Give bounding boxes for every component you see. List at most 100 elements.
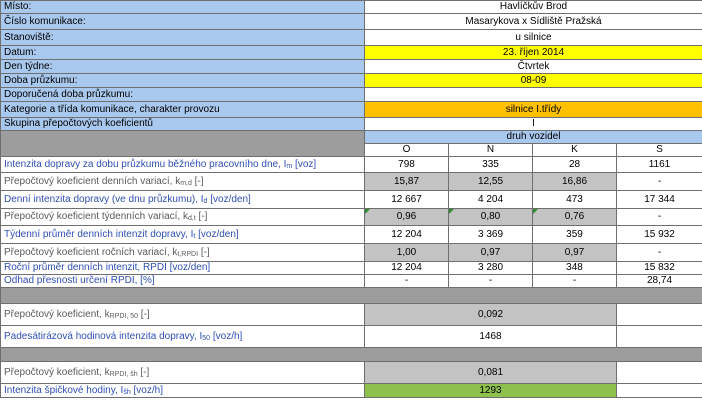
koef-tydenni-k[interactable]: 0,76 <box>532 208 617 226</box>
koef-denni-o[interactable]: 15,87 <box>364 172 449 191</box>
row-skupina: Skupina přepočtových koeficientů I <box>0 117 702 131</box>
row-datum: Datum: 23. říjen 2014 <box>0 45 702 60</box>
intenzita-pruzkum-o[interactable]: 798 <box>364 156 449 173</box>
koef-denni-s[interactable]: - <box>616 172 702 191</box>
doba-value[interactable]: 08-09 <box>364 73 702 88</box>
kategorie-value[interactable]: silnice I.třídy <box>364 101 702 118</box>
koef-rocni-n[interactable]: 0,97 <box>448 243 533 262</box>
row-koef-tydenni: Přepočtový koeficient týdenních variací,… <box>0 208 702 226</box>
doba-label[interactable]: Doba průzkumu: <box>0 73 365 88</box>
tydenni-prumer-s[interactable]: 15 932 <box>616 225 702 244</box>
spreadsheet: Místo: Havlíčkův Brod Číslo komunikace: … <box>0 0 702 398</box>
denni-intenzita-o[interactable]: 12 667 <box>364 190 449 209</box>
koef-sh-value[interactable]: 0,081 <box>364 361 617 384</box>
separator-row-1 <box>0 287 702 304</box>
intenzita-sh-value[interactable]: 1293 <box>364 383 617 398</box>
row-koef-denni: Přepočtový koeficient denních variací, k… <box>0 172 702 191</box>
intenzita-pruzkum-label[interactable]: Intenzita dopravy za dobu průzkumu běžné… <box>0 156 365 173</box>
koef-denni-n[interactable]: 12,55 <box>448 172 533 191</box>
separator-band-2 <box>0 347 702 362</box>
koef-sh-blank[interactable] <box>616 361 702 384</box>
vehicle-type-title[interactable]: druh vozidel <box>364 130 702 144</box>
row-kategorie: Kategorie a třída komunikace, charakter … <box>0 101 702 118</box>
skupina-value[interactable]: I <box>364 117 702 131</box>
koef-denni-k[interactable]: 16,86 <box>532 172 617 191</box>
koef-rocni-label[interactable]: Přepočtový koeficient ročních variací, k… <box>0 243 365 262</box>
traffic-intensity-table: Místo: Havlíčkův Brod Číslo komunikace: … <box>0 0 702 398</box>
intenzita-sh-blank[interactable] <box>616 383 702 398</box>
row-intenzita-sh: Intenzita špičkové hodiny, Išh [voz/h] 1… <box>0 383 702 398</box>
row-den: Den týdne: Čtvrtek <box>0 59 702 74</box>
rpdi-label[interactable]: Roční průměr denních intenzit, RPDI [voz… <box>0 261 365 275</box>
stanoviste-label[interactable]: Stanoviště: <box>0 29 365 46</box>
koef-rocni-k[interactable]: 0,97 <box>532 243 617 262</box>
col-header-n[interactable]: N <box>448 143 533 157</box>
row-misto: Místo: Havlíčkův Brod <box>0 0 702 14</box>
row-denni-intenzita: Denní intenzita dopravy (ve dnu průzkumu… <box>0 190 702 209</box>
cislo-label[interactable]: Číslo komunikace: <box>0 13 365 30</box>
misto-value[interactable]: Havlíčkův Brod <box>364 0 702 14</box>
datum-label[interactable]: Datum: <box>0 45 365 60</box>
rpdi-o[interactable]: 12 204 <box>364 261 449 275</box>
koef-rocni-o[interactable]: 1,00 <box>364 243 449 262</box>
tydenni-prumer-n[interactable]: 3 369 <box>448 225 533 244</box>
row-cislo: Číslo komunikace: Masarykova x Sídliště … <box>0 13 702 30</box>
skupina-label[interactable]: Skupina přepočtových koeficientů <box>0 117 365 131</box>
denni-intenzita-k[interactable]: 473 <box>532 190 617 209</box>
doporucena-label[interactable]: Doporučená doba průzkumu: <box>0 87 365 102</box>
col-header-s[interactable]: S <box>616 143 702 157</box>
rpdi-k[interactable]: 348 <box>532 261 617 275</box>
koef-denni-label[interactable]: Přepočtový koeficient denních variací, k… <box>0 172 365 191</box>
row-vehicle-title: druh vozidel <box>0 130 702 157</box>
intenzita-50-blank[interactable] <box>616 325 702 348</box>
odhad-presnosti-s[interactable]: 28,74 <box>616 274 702 288</box>
den-label[interactable]: Den týdne: <box>0 59 365 74</box>
col-header-k[interactable]: K <box>532 143 617 157</box>
col-header-o[interactable]: O <box>364 143 449 157</box>
cislo-value[interactable]: Masarykova x Sídliště Pražská <box>364 13 702 30</box>
koef-tydenni-n[interactable]: 0,80 <box>448 208 533 226</box>
koef-50-value[interactable]: 0,092 <box>364 303 617 326</box>
den-value[interactable]: Čtvrtek <box>364 59 702 74</box>
koef-tydenni-label[interactable]: Přepočtový koeficient týdenních variací,… <box>0 208 365 226</box>
doporucena-value[interactable] <box>364 87 702 102</box>
intenzita-pruzkum-n[interactable]: 335 <box>448 156 533 173</box>
odhad-presnosti-k[interactable]: - <box>532 274 617 288</box>
tydenni-prumer-o[interactable]: 12 204 <box>364 225 449 244</box>
separator-band-1 <box>0 287 702 304</box>
misto-label[interactable]: Místo: <box>0 0 365 14</box>
odhad-presnosti-label[interactable]: Odhad přesnosti určení RPDI, [%] <box>0 274 365 288</box>
rpdi-s[interactable]: 15 832 <box>616 261 702 275</box>
koef-rocni-s[interactable]: - <box>616 243 702 262</box>
separator-row-2 <box>0 347 702 362</box>
koef-tydenni-s[interactable]: - <box>616 208 702 226</box>
vehicle-header-blank[interactable] <box>0 130 365 157</box>
datum-value[interactable]: 23. říjen 2014 <box>364 45 702 60</box>
row-intenzita-50: Padesátirázová hodinová intenzita doprav… <box>0 325 702 348</box>
intenzita-pruzkum-s[interactable]: 1161 <box>616 156 702 173</box>
row-intenzita-pruzkum: Intenzita dopravy za dobu průzkumu běžné… <box>0 156 702 173</box>
koef-50-label[interactable]: Přepočtový koeficient, kRPDI, 50 [-] <box>0 303 365 326</box>
denni-intenzita-n[interactable]: 4 204 <box>448 190 533 209</box>
stanoviste-value[interactable]: u silnice <box>364 29 702 46</box>
intenzita-50-value[interactable]: 1468 <box>364 325 617 348</box>
row-tydenni-prumer: Týdenní průměr denních intenzit dopravy,… <box>0 225 702 244</box>
odhad-presnosti-o[interactable]: - <box>364 274 449 288</box>
row-koef-rocni: Přepočtový koeficient ročních variací, k… <box>0 243 702 262</box>
denni-intenzita-s[interactable]: 17 344 <box>616 190 702 209</box>
tydenni-prumer-k[interactable]: 359 <box>532 225 617 244</box>
kategorie-label[interactable]: Kategorie a třída komunikace, charakter … <box>0 101 365 118</box>
odhad-presnosti-n[interactable]: - <box>448 274 533 288</box>
denni-intenzita-label[interactable]: Denní intenzita dopravy (ve dnu průzkumu… <box>0 190 365 209</box>
koef-sh-label[interactable]: Přepočtový koeficient, kRPDI, šh [-] <box>0 361 365 384</box>
intenzita-sh-label[interactable]: Intenzita špičkové hodiny, Išh [voz/h] <box>0 383 365 398</box>
koef-50-blank[interactable] <box>616 303 702 326</box>
intenzita-50-label[interactable]: Padesátirázová hodinová intenzita doprav… <box>0 325 365 348</box>
row-stanoviste: Stanoviště: u silnice <box>0 29 702 46</box>
intenzita-pruzkum-k[interactable]: 28 <box>532 156 617 173</box>
row-rpdi: Roční průměr denních intenzit, RPDI [voz… <box>0 261 702 275</box>
rpdi-n[interactable]: 3 280 <box>448 261 533 275</box>
koef-tydenni-o[interactable]: 0,96 <box>364 208 449 226</box>
tydenni-prumer-label[interactable]: Týdenní průměr denních intenzit dopravy,… <box>0 225 365 244</box>
row-odhad-presnosti: Odhad přesnosti určení RPDI, [%] - - - 2… <box>0 274 702 288</box>
